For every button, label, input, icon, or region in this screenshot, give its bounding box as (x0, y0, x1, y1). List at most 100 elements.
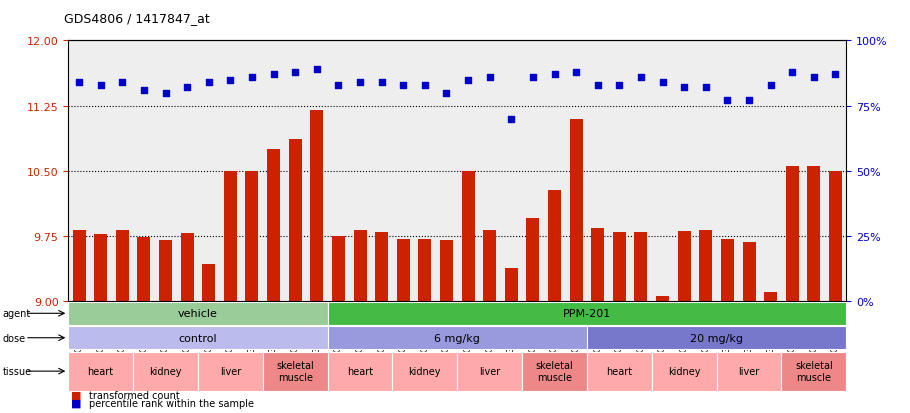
Bar (587, 352, 652, 391)
Point (374, 80, 389, 86)
Bar (461, 171, 475, 301)
Bar (68, 302, 328, 325)
Text: heart: heart (606, 366, 632, 376)
Text: liver: liver (219, 366, 241, 376)
Point (612, 82, 627, 89)
Point (699, 85, 713, 91)
Bar (678, 231, 691, 301)
Bar (483, 230, 496, 301)
Bar (159, 241, 172, 301)
Text: transformed count: transformed count (89, 390, 180, 400)
Text: kidney: kidney (668, 366, 701, 376)
Point (115, 80, 129, 86)
Text: kidney: kidney (149, 366, 182, 376)
Point (677, 85, 692, 91)
Bar (522, 352, 587, 391)
Point (158, 90, 173, 97)
Bar (202, 264, 216, 301)
Text: liver: liver (738, 366, 760, 376)
Bar (419, 239, 431, 301)
Bar (613, 232, 626, 301)
Point (180, 85, 195, 91)
Point (828, 72, 843, 78)
Point (806, 74, 821, 81)
Bar (133, 352, 198, 391)
Point (547, 72, 561, 78)
Bar (375, 232, 388, 301)
Point (94, 82, 108, 89)
Point (569, 69, 583, 76)
Bar (198, 352, 263, 391)
Bar (587, 327, 846, 349)
Bar (764, 293, 777, 301)
Point (440, 90, 454, 97)
Text: 20 mg/kg: 20 mg/kg (690, 333, 743, 343)
Text: tissue: tissue (3, 366, 32, 376)
Point (201, 80, 216, 86)
Bar (310, 111, 323, 301)
Point (526, 74, 541, 81)
Text: skeletal
muscle: skeletal muscle (277, 361, 314, 382)
Text: agent: agent (3, 309, 31, 318)
Bar (505, 268, 518, 301)
Bar (328, 352, 392, 391)
Bar (116, 230, 129, 301)
Point (742, 98, 756, 104)
Bar (263, 352, 328, 391)
Bar (180, 234, 194, 301)
Text: PPM-201: PPM-201 (562, 309, 612, 318)
Text: ■: ■ (71, 390, 82, 400)
Bar (73, 230, 86, 301)
Bar (137, 237, 150, 301)
Point (720, 98, 734, 104)
Bar (634, 232, 648, 301)
Bar (700, 230, 713, 301)
Text: dose: dose (3, 333, 25, 343)
Bar (570, 119, 582, 301)
Bar (526, 218, 540, 301)
Bar (652, 352, 717, 391)
Point (331, 82, 346, 89)
Point (288, 69, 302, 76)
Bar (457, 352, 522, 391)
Point (245, 74, 259, 81)
Bar (592, 228, 604, 301)
Text: heart: heart (347, 366, 373, 376)
Bar (717, 352, 782, 391)
Bar (224, 171, 237, 301)
Bar (328, 327, 587, 349)
Text: 6 mg/kg: 6 mg/kg (434, 333, 480, 343)
Bar (782, 352, 846, 391)
Point (309, 66, 324, 73)
Point (655, 80, 670, 86)
Bar (397, 239, 410, 301)
Point (72, 80, 86, 86)
Text: GDS4806 / 1417847_at: GDS4806 / 1417847_at (64, 12, 209, 25)
Text: heart: heart (87, 366, 114, 376)
Point (136, 88, 151, 94)
Text: skeletal
muscle: skeletal muscle (795, 361, 833, 382)
Point (504, 116, 519, 123)
Text: control: control (178, 333, 217, 343)
Text: ■: ■ (71, 398, 82, 408)
Bar (440, 241, 453, 301)
Bar (392, 352, 457, 391)
Bar (68, 327, 328, 349)
Point (353, 80, 368, 86)
Point (460, 77, 475, 83)
Bar (743, 242, 755, 301)
Point (396, 82, 410, 89)
Bar (807, 167, 821, 301)
Text: liver: liver (479, 366, 501, 376)
Text: percentile rank within the sample: percentile rank within the sample (89, 398, 254, 408)
Bar (829, 171, 842, 301)
Point (785, 69, 800, 76)
Point (633, 74, 648, 81)
Bar (95, 235, 107, 301)
Bar (246, 171, 258, 301)
Point (763, 82, 778, 89)
Bar (786, 167, 799, 301)
Text: skeletal
muscle: skeletal muscle (536, 361, 573, 382)
Bar (288, 140, 301, 301)
Text: vehicle: vehicle (178, 309, 217, 318)
